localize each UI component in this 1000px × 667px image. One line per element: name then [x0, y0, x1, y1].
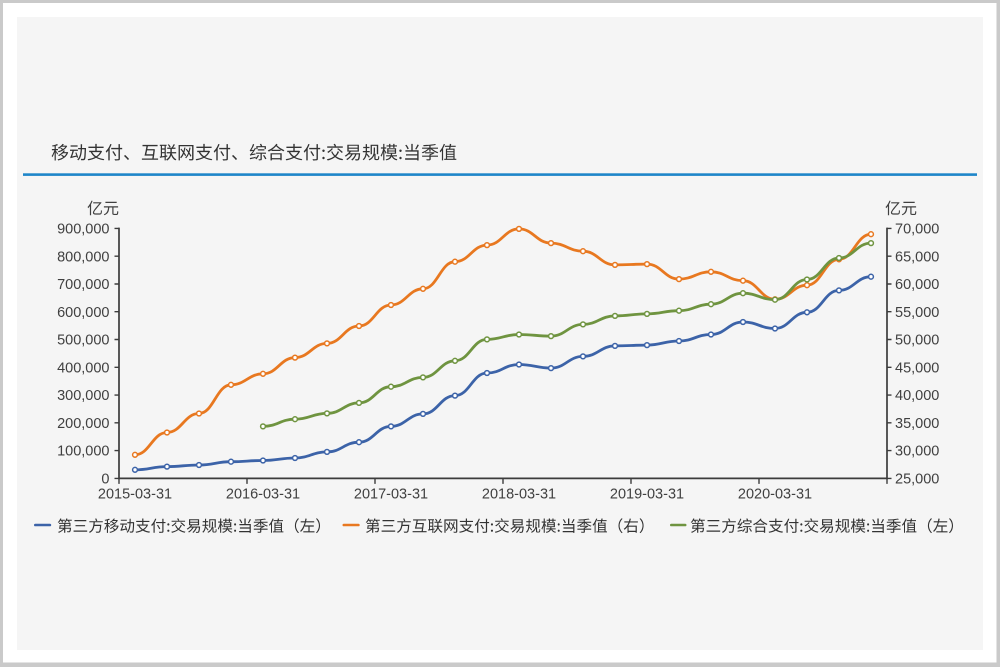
svg-text:900,000: 900,000 — [57, 222, 109, 238]
svg-text:70,000: 70,000 — [895, 222, 939, 238]
svg-text:2015-03-31: 2015-03-31 — [98, 487, 172, 503]
svg-text:400,000: 400,000 — [57, 360, 109, 376]
svg-text:55,000: 55,000 — [895, 305, 939, 321]
svg-text:2019-03-31: 2019-03-31 — [610, 487, 684, 503]
svg-text:2016-03-31: 2016-03-31 — [226, 487, 300, 503]
svg-text:800,000: 800,000 — [57, 249, 109, 265]
svg-text:2018-03-31: 2018-03-31 — [482, 487, 556, 503]
svg-text:40,000: 40,000 — [895, 388, 939, 404]
svg-text:65,000: 65,000 — [895, 249, 939, 265]
svg-text:25,000: 25,000 — [895, 472, 939, 488]
svg-text:0: 0 — [101, 472, 109, 488]
svg-text:30,000: 30,000 — [895, 444, 939, 460]
svg-text:2020-03-31: 2020-03-31 — [738, 487, 812, 503]
svg-text:600,000: 600,000 — [57, 305, 109, 321]
svg-text:300,000: 300,000 — [57, 388, 109, 404]
svg-text:700,000: 700,000 — [57, 277, 109, 293]
svg-text:35,000: 35,000 — [895, 416, 939, 432]
svg-text:500,000: 500,000 — [57, 333, 109, 349]
svg-text:45,000: 45,000 — [895, 360, 939, 376]
svg-text:50,000: 50,000 — [895, 333, 939, 349]
svg-text:100,000: 100,000 — [57, 444, 109, 460]
svg-text:200,000: 200,000 — [57, 416, 109, 432]
svg-text:60,000: 60,000 — [895, 277, 939, 293]
svg-text:2017-03-31: 2017-03-31 — [354, 487, 428, 503]
